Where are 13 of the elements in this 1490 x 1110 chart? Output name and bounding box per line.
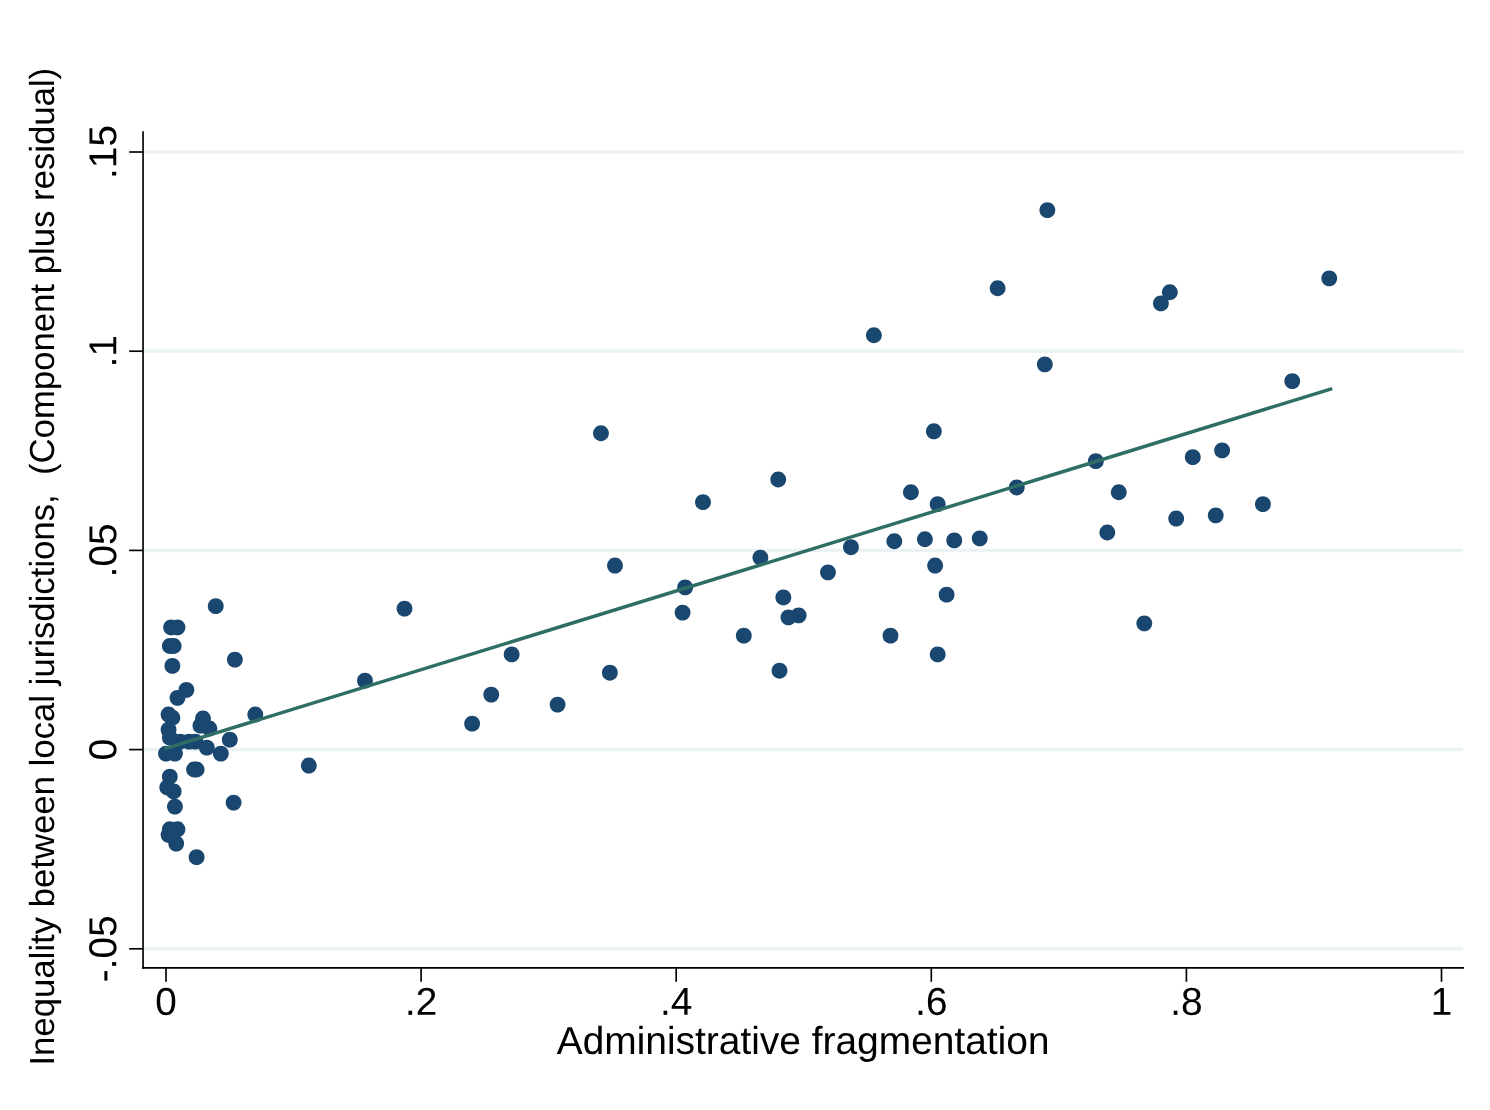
y-tick-label: .05 xyxy=(89,525,117,574)
x-axis-title: Administrative fragmentation xyxy=(556,1025,1048,1062)
x-tick-label: .8 xyxy=(1173,987,1201,1016)
y-tick-label: .1 xyxy=(89,336,117,364)
x-tick-label: 1 xyxy=(1433,988,1451,1015)
x-tick-label: .2 xyxy=(408,987,436,1015)
y-tick-label: -.05 xyxy=(89,916,117,981)
y-tick-label: .15 xyxy=(89,126,117,176)
x-tick-label: .4 xyxy=(663,988,692,1015)
y-axis-title: Inequality between local jurisdictions, (Component plus residual) xyxy=(28,69,62,1063)
x-tick-label: 0 xyxy=(156,987,176,1016)
x-tick-label: .6 xyxy=(918,987,946,1016)
y-tick-label: 0 xyxy=(89,740,117,759)
